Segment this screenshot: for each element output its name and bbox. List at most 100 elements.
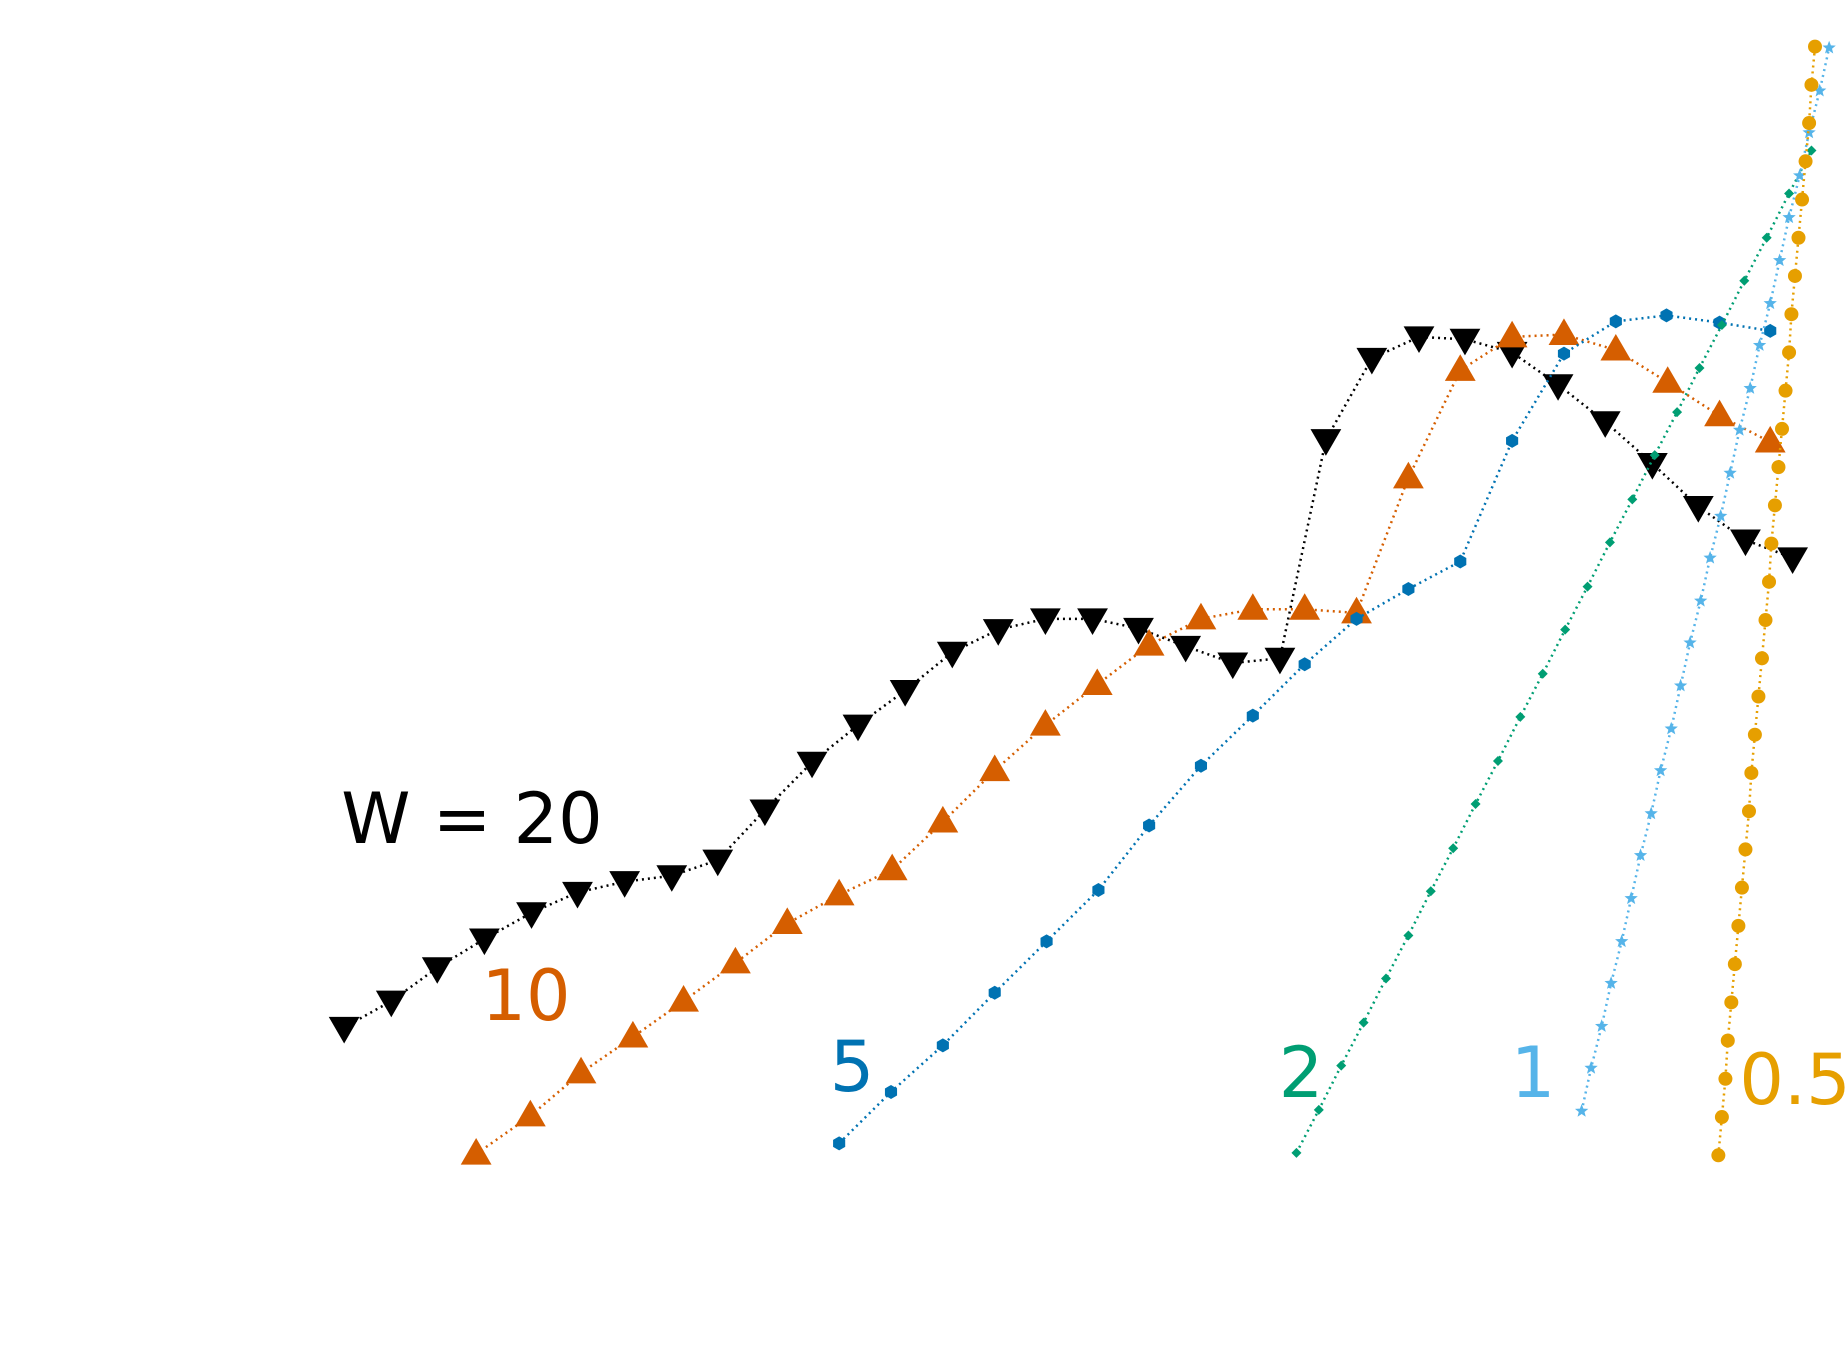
marker [1246, 708, 1259, 723]
marker [1730, 529, 1761, 557]
marker [982, 619, 1014, 646]
marker [1744, 765, 1759, 780]
marker [796, 751, 828, 779]
marker [1734, 880, 1749, 895]
series-line [838, 314, 1771, 1145]
marker [1711, 1148, 1726, 1163]
marker [927, 805, 959, 833]
marker [1633, 848, 1648, 862]
marker [1813, 83, 1827, 97]
marker [1738, 842, 1753, 857]
marker [514, 1099, 546, 1127]
marker [1560, 624, 1571, 635]
marker [1793, 168, 1807, 182]
series-label: 2 [1279, 1032, 1324, 1114]
marker [1764, 323, 1777, 338]
marker [1449, 328, 1481, 356]
marker [1264, 647, 1296, 675]
marker [1777, 547, 1809, 575]
marker [1029, 608, 1061, 635]
marker [1754, 651, 1769, 666]
marker [1040, 934, 1053, 949]
series-line [343, 335, 1794, 1029]
marker [1341, 596, 1372, 624]
marker [1751, 689, 1766, 704]
marker [1589, 411, 1621, 438]
marker [988, 985, 1001, 1000]
marker [1682, 496, 1714, 523]
marker [1787, 268, 1802, 283]
marker [1298, 657, 1311, 672]
marker [668, 985, 699, 1012]
marker [1802, 116, 1817, 131]
marker [1615, 934, 1629, 948]
marker [565, 1056, 597, 1084]
marker [1723, 466, 1737, 479]
marker [516, 902, 547, 929]
marker [1291, 1147, 1302, 1158]
marker [1683, 635, 1697, 649]
series-line [1580, 47, 1831, 1112]
marker [617, 1020, 649, 1048]
marker [1795, 192, 1810, 207]
marker [1381, 973, 1391, 984]
marker [1470, 799, 1481, 810]
marker [720, 946, 751, 974]
marker [1804, 77, 1819, 92]
marker [1743, 381, 1757, 394]
marker [1798, 154, 1813, 169]
marker [1739, 275, 1750, 286]
marker [842, 714, 874, 742]
marker [1758, 613, 1773, 628]
marker [1660, 308, 1673, 323]
marker [1582, 581, 1593, 592]
marker [1714, 509, 1728, 522]
marker [1133, 629, 1165, 656]
marker [823, 878, 855, 906]
marker [1336, 1060, 1347, 1071]
marker [1403, 930, 1414, 941]
marker [1772, 253, 1787, 267]
marker [1808, 39, 1822, 54]
marker [1718, 1071, 1733, 1086]
marker [1806, 145, 1817, 156]
marker [1358, 1017, 1369, 1028]
marker [562, 881, 593, 909]
marker [1782, 345, 1797, 360]
marker [1627, 494, 1638, 505]
marker [1727, 957, 1742, 972]
marker [771, 907, 803, 934]
series-label: 1 [1511, 1032, 1556, 1114]
marker [1604, 537, 1615, 548]
marker [884, 1084, 898, 1099]
marker [1775, 421, 1789, 436]
marker [1747, 727, 1762, 742]
marker [1742, 804, 1756, 819]
marker [1694, 593, 1708, 607]
marker [1694, 362, 1705, 373]
marker [1609, 314, 1622, 329]
marker [1782, 210, 1796, 224]
marker [1636, 453, 1668, 480]
marker [1791, 230, 1806, 245]
marker [1444, 354, 1476, 381]
marker [1784, 188, 1795, 199]
marker [1077, 608, 1108, 635]
series-line [475, 333, 1771, 1156]
series-line [1295, 149, 1813, 1154]
series-label: 0.5 [1739, 1039, 1848, 1121]
marker [1289, 593, 1321, 620]
marker [1402, 581, 1415, 596]
marker [1653, 763, 1668, 777]
marker [1237, 593, 1269, 620]
marker [749, 799, 781, 827]
marker [889, 680, 921, 707]
marker [1425, 886, 1436, 897]
marker [1724, 995, 1739, 1010]
marker [1624, 891, 1638, 905]
marker [1644, 806, 1658, 820]
marker [1496, 320, 1528, 348]
marker [1764, 536, 1779, 551]
marker [1574, 1104, 1589, 1117]
